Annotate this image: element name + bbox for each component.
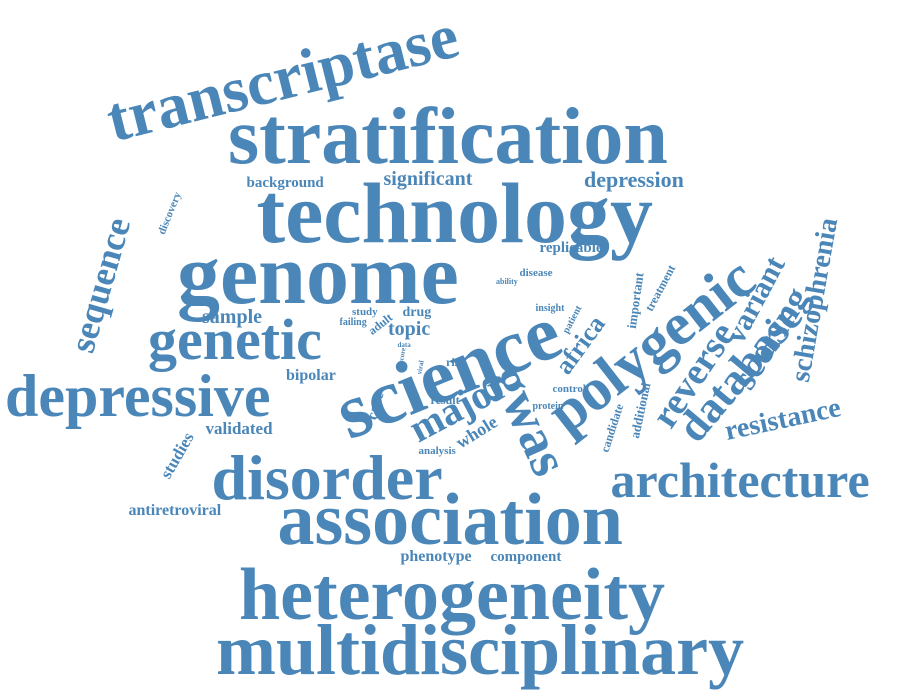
word-antiretroviral: antiretroviral xyxy=(128,502,222,519)
word-result: result xyxy=(430,393,460,407)
word-replicable: replicable xyxy=(539,239,603,256)
word-multidisciplinary: multidisciplinary xyxy=(216,610,745,690)
word-control: control xyxy=(552,382,586,395)
word-ability: ability xyxy=(496,277,518,286)
word-technology: technology xyxy=(256,165,654,261)
word-insight: insight xyxy=(535,303,565,314)
word-analysis: analysis xyxy=(418,444,456,457)
word-depression: depression xyxy=(584,167,684,192)
word-data: data xyxy=(397,340,411,349)
word-risk: risk xyxy=(446,355,467,369)
word-significant: significant xyxy=(383,168,473,190)
word-study: study xyxy=(352,305,378,318)
word-phenotype: phenotype xyxy=(400,548,472,565)
word-sample: sample xyxy=(202,306,262,328)
word-architecture: architecture xyxy=(610,452,870,508)
word-bipolar: bipolar xyxy=(286,367,336,384)
word-validated: validated xyxy=(205,418,273,438)
word-genetic: genetic xyxy=(148,307,322,372)
word-stratification: stratification xyxy=(228,93,668,181)
word-disease: disease xyxy=(519,266,553,279)
word-genome: genome xyxy=(177,226,459,322)
word-disorder: disorder xyxy=(211,442,443,513)
word-drug: drug xyxy=(402,305,432,320)
word-depressive: depressive xyxy=(5,363,271,429)
word-protein: protein xyxy=(532,401,564,412)
word-component: component xyxy=(490,548,562,565)
word-failing: failing xyxy=(339,317,367,328)
word-sequence: sequence xyxy=(61,213,139,357)
word-topic: topic xyxy=(388,318,431,340)
word-association: association xyxy=(277,479,623,561)
word-studies: studies xyxy=(156,428,198,482)
word-heterogeneity: heterogeneity xyxy=(239,554,666,636)
word-background: background xyxy=(246,174,324,191)
